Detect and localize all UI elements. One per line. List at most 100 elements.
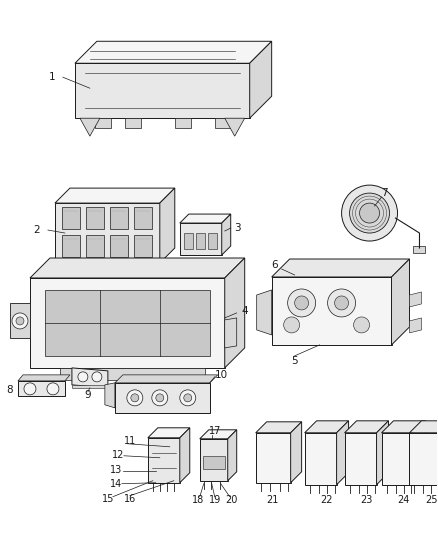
Polygon shape	[75, 63, 250, 118]
Polygon shape	[225, 258, 245, 368]
Circle shape	[335, 296, 349, 310]
Circle shape	[180, 390, 196, 406]
Polygon shape	[256, 422, 302, 433]
Polygon shape	[180, 223, 222, 255]
Text: 17: 17	[208, 426, 221, 436]
Polygon shape	[208, 233, 217, 249]
Polygon shape	[304, 433, 336, 484]
Text: 10: 10	[215, 370, 228, 380]
Text: 6: 6	[272, 260, 278, 270]
Circle shape	[12, 313, 28, 329]
Text: 11: 11	[124, 436, 136, 446]
Polygon shape	[95, 118, 111, 128]
Polygon shape	[410, 318, 421, 333]
Text: 16: 16	[124, 494, 136, 504]
Polygon shape	[105, 383, 115, 408]
Circle shape	[342, 185, 398, 241]
Polygon shape	[250, 41, 272, 118]
Polygon shape	[410, 421, 438, 433]
Polygon shape	[134, 235, 152, 257]
Polygon shape	[72, 368, 108, 388]
Circle shape	[47, 383, 59, 395]
Polygon shape	[30, 278, 225, 368]
Polygon shape	[225, 318, 237, 348]
Polygon shape	[134, 207, 152, 229]
Polygon shape	[115, 375, 218, 383]
Text: 4: 4	[241, 306, 248, 316]
Polygon shape	[148, 428, 190, 438]
Polygon shape	[215, 118, 231, 128]
Text: 24: 24	[397, 495, 410, 505]
Polygon shape	[200, 439, 228, 481]
Polygon shape	[272, 277, 392, 345]
Polygon shape	[18, 375, 70, 381]
Circle shape	[295, 296, 309, 310]
Circle shape	[184, 394, 192, 402]
Circle shape	[131, 394, 139, 402]
Polygon shape	[86, 207, 104, 229]
Text: 23: 23	[360, 495, 373, 505]
Polygon shape	[86, 235, 104, 257]
Polygon shape	[55, 203, 160, 263]
Text: 2: 2	[34, 225, 40, 235]
Polygon shape	[410, 433, 438, 484]
Polygon shape	[345, 421, 389, 433]
Polygon shape	[272, 259, 410, 277]
Text: 20: 20	[226, 495, 238, 505]
Text: 22: 22	[320, 495, 333, 505]
Text: 3: 3	[234, 223, 241, 233]
Polygon shape	[345, 433, 377, 484]
Polygon shape	[115, 383, 210, 413]
Polygon shape	[180, 214, 231, 223]
Text: 14: 14	[110, 479, 122, 489]
Circle shape	[284, 317, 300, 333]
Circle shape	[288, 289, 316, 317]
Circle shape	[350, 193, 389, 233]
Polygon shape	[60, 368, 205, 380]
Polygon shape	[175, 118, 191, 128]
Polygon shape	[203, 456, 225, 469]
Circle shape	[353, 317, 370, 333]
Circle shape	[127, 390, 143, 406]
Polygon shape	[184, 233, 193, 249]
Circle shape	[152, 390, 168, 406]
Text: 8: 8	[7, 385, 13, 395]
Polygon shape	[381, 421, 425, 433]
Polygon shape	[65, 263, 79, 271]
Polygon shape	[80, 118, 100, 136]
Circle shape	[328, 289, 356, 317]
Polygon shape	[336, 421, 349, 484]
Text: 5: 5	[291, 356, 298, 366]
Polygon shape	[110, 207, 128, 229]
Circle shape	[78, 372, 88, 382]
Polygon shape	[222, 214, 231, 255]
Polygon shape	[125, 118, 141, 128]
Circle shape	[360, 203, 380, 223]
Polygon shape	[62, 235, 80, 257]
Text: 12: 12	[112, 450, 124, 460]
Text: 13: 13	[110, 465, 122, 475]
Polygon shape	[75, 41, 272, 63]
Circle shape	[16, 317, 24, 325]
Polygon shape	[18, 381, 65, 396]
Polygon shape	[140, 263, 154, 271]
Polygon shape	[392, 259, 410, 345]
Bar	[413, 246, 425, 253]
Polygon shape	[256, 433, 291, 483]
Polygon shape	[228, 430, 237, 481]
Polygon shape	[55, 188, 175, 203]
Text: 7: 7	[381, 188, 388, 198]
Text: 25: 25	[425, 495, 438, 505]
Text: 15: 15	[102, 494, 114, 504]
Bar	[45, 290, 210, 356]
Polygon shape	[180, 428, 190, 483]
Polygon shape	[410, 292, 421, 307]
Polygon shape	[291, 422, 302, 483]
Circle shape	[156, 394, 164, 402]
Polygon shape	[257, 290, 272, 335]
Polygon shape	[377, 421, 389, 484]
Polygon shape	[160, 188, 175, 263]
Polygon shape	[110, 235, 128, 257]
Polygon shape	[10, 303, 30, 338]
Text: 21: 21	[266, 495, 279, 505]
